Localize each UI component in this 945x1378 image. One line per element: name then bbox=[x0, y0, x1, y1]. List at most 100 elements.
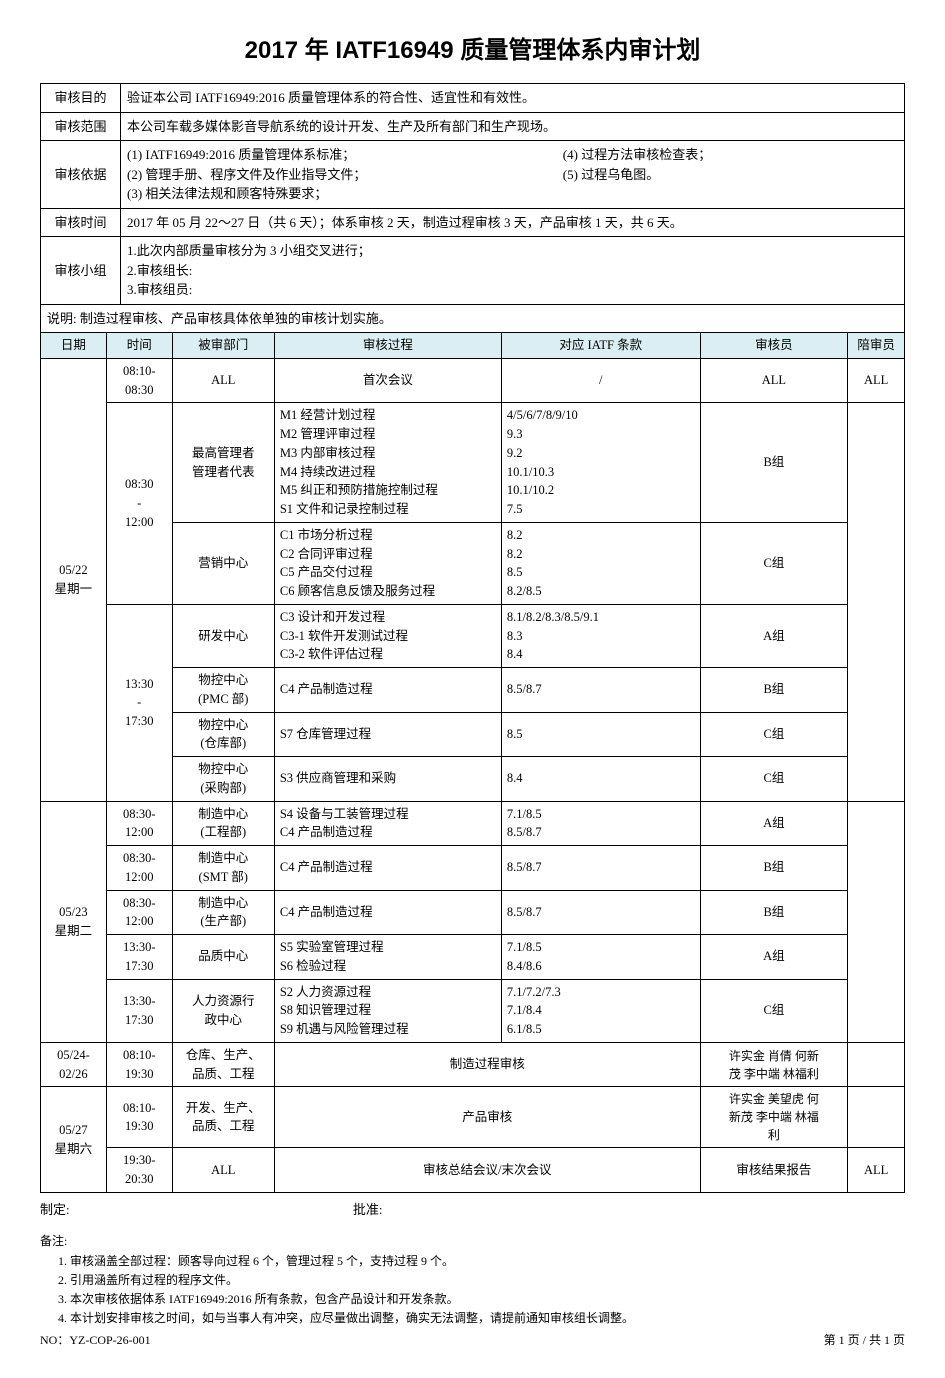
d4-r1-proc: 产品审核 bbox=[274, 1087, 700, 1148]
d4-r2-proc: 审核总结会议/末次会议 bbox=[274, 1148, 700, 1193]
proc-line: S6 检验过程 bbox=[280, 957, 496, 976]
proc-line: S8 知识管理过程 bbox=[280, 1001, 496, 1020]
schedule-header: 日期 时间 被审部门 审核过程 对应 IATF 条款 审核员 陪审员 bbox=[41, 333, 905, 359]
d2-r4-aud: A组 bbox=[700, 935, 848, 980]
note-row: 说明: 制造过程审核、产品审核具体依单独的审核计划实施。 bbox=[41, 304, 905, 333]
clause-line: 10.1/10.2 bbox=[507, 481, 695, 500]
proc-line: M3 内部审核过程 bbox=[280, 444, 496, 463]
notes-title: 备注: bbox=[40, 1232, 905, 1250]
hdr-observer: 陪审员 bbox=[848, 333, 905, 359]
basis-2: (2) 管理手册、程序文件及作业指导文件； bbox=[127, 165, 563, 185]
d2-r1-clause: 7.1/8.5 8.5/8.7 bbox=[501, 801, 700, 846]
clause-line: 8.1/8.2/8.3/8.5/9.1 bbox=[507, 608, 695, 627]
hdr-dept: 被审部门 bbox=[172, 333, 274, 359]
signature-row: 制定: 批准: bbox=[40, 1199, 905, 1218]
clause-line: 8.2 bbox=[507, 545, 695, 564]
table-row: 13:30 - 17:30 研发中心 C3 设计和开发过程 C3-1 软件开发测… bbox=[41, 604, 905, 667]
basis-3: (3) 相关法律法规和顾客特殊要求； bbox=[127, 184, 563, 204]
clause-line: 8.3 bbox=[507, 627, 695, 646]
clause-line: 7.1/7.2/7.3 bbox=[507, 983, 695, 1002]
d4-r1-dept: 开发、生产、 品质、工程 bbox=[172, 1087, 274, 1148]
basis-label: 审核依据 bbox=[41, 141, 121, 209]
schedule-table: 日期 时间 被审部门 审核过程 对应 IATF 条款 审核员 陪审员 05/22… bbox=[40, 332, 905, 1193]
proc-line: C3-1 软件开发测试过程 bbox=[280, 627, 496, 646]
d2-r2-proc: C4 产品制造过程 bbox=[274, 846, 501, 891]
note-4: 本计划安排审核之时间，如与当事人有冲突，应尽量做出调整，确实无法调整，请提前通知… bbox=[70, 1309, 905, 1327]
proc-line: S4 设备与工装管理过程 bbox=[280, 805, 496, 824]
document-title: 2017 年 IATF16949 质量管理体系内审计划 bbox=[40, 30, 905, 65]
d2-r1-time: 08:30- 12:00 bbox=[106, 801, 172, 846]
d4-r2-dept: ALL bbox=[172, 1148, 274, 1193]
table-row: 13:30- 17:30 人力资源行 政中心 S2 人力资源过程 S8 知识管理… bbox=[41, 979, 905, 1042]
team-1: 1.此次内部质量审核分为 3 小组交叉进行； bbox=[127, 241, 898, 261]
d4-r1-obs-empty bbox=[848, 1087, 905, 1148]
note-1: 审核涵盖全部过程：顾客导向过程 6 个，管理过程 5 个，支持过程 9 个。 bbox=[70, 1252, 905, 1270]
team-label: 审核小组 bbox=[41, 237, 121, 305]
clause-line: 8.4/8.6 bbox=[507, 957, 695, 976]
table-row: 05/22 星期一 08:10- 08:30 ALL 首次会议 / ALL AL… bbox=[41, 358, 905, 403]
d2-r5-clause: 7.1/7.2/7.3 7.1/8.4 6.1/8.5 bbox=[501, 979, 700, 1042]
clause-line: 7.1/8.5 bbox=[507, 938, 695, 957]
scope-value: 本公司车载多媒体影音导航系统的设计开发、生产及所有部门和生产现场。 bbox=[121, 112, 905, 141]
proc-line: C4 产品制造过程 bbox=[280, 823, 496, 842]
clause-line: 4/5/6/7/8/9/10 bbox=[507, 406, 695, 425]
hdr-process: 审核过程 bbox=[274, 333, 501, 359]
proc-line: C6 顾客信息反馈及服务过程 bbox=[280, 582, 496, 601]
d1-r4-aud: A组 bbox=[700, 604, 848, 667]
d4-r2-aud: 审核结果报告 bbox=[700, 1148, 848, 1193]
proc-line: M1 经营计划过程 bbox=[280, 406, 496, 425]
d1-r7-dept: 物控中心 (采购部) bbox=[172, 757, 274, 802]
made-by-label: 制定: bbox=[40, 1202, 70, 1217]
d2-r4-time: 13:30- 17:30 bbox=[106, 935, 172, 980]
page-footer: NO：YZ-COP-26-001 第 1 页 / 共 1 页 bbox=[40, 1331, 905, 1348]
d1-r4-clause: 8.1/8.2/8.3/8.5/9.1 8.3 8.4 bbox=[501, 604, 700, 667]
d1-r2-dept: 最高管理者 管理者代表 bbox=[172, 403, 274, 523]
d1-r7-clause: 8.4 bbox=[501, 757, 700, 802]
d2-r3-time: 08:30- 12:00 bbox=[106, 890, 172, 935]
d4-r1-time: 08:10- 19:30 bbox=[106, 1087, 172, 1148]
d2-r4-clause: 7.1/8.5 8.4/8.6 bbox=[501, 935, 700, 980]
d1-r4-dept: 研发中心 bbox=[172, 604, 274, 667]
d3-aud: 许实金 肖倩 何新 茂 李中端 林福利 bbox=[700, 1042, 848, 1087]
table-row: 05/24- 02/26 08:10- 19:30 仓库、生产、 品质、工程 制… bbox=[41, 1042, 905, 1087]
d2-r1-proc: S4 设备与工装管理过程 C4 产品制造过程 bbox=[274, 801, 501, 846]
hdr-date: 日期 bbox=[41, 333, 107, 359]
d3-dept: 仓库、生产、 品质、工程 bbox=[172, 1042, 274, 1087]
d1-r6-dept: 物控中心 (仓库部) bbox=[172, 712, 274, 757]
table-row: 08:30- 12:00 制造中心 (SMT 部) C4 产品制造过程 8.5/… bbox=[41, 846, 905, 891]
proc-line: C1 市场分析过程 bbox=[280, 526, 496, 545]
proc-line: M2 管理评审过程 bbox=[280, 425, 496, 444]
d3-proc: 制造过程审核 bbox=[274, 1042, 700, 1087]
d1-r2-clause: 4/5/6/7/8/9/10 9.3 9.2 10.1/10.3 10.1/10… bbox=[501, 403, 700, 523]
d1-r5-aud: B组 bbox=[700, 668, 848, 713]
clause-line: 8.5 bbox=[507, 563, 695, 582]
time-label: 审核时间 bbox=[41, 208, 121, 237]
notes-section: 备注: 审核涵盖全部过程：顾客导向过程 6 个，管理过程 5 个，支持过程 9 … bbox=[40, 1232, 905, 1327]
note-2: 引用涵盖所有过程的程序文件。 bbox=[70, 1271, 905, 1289]
d1-r4-time: 13:30 - 17:30 bbox=[106, 604, 172, 801]
d1-date: 05/22 星期一 bbox=[41, 358, 107, 801]
d1-r6-proc: S7 仓库管理过程 bbox=[274, 712, 501, 757]
proc-line: C5 产品交付过程 bbox=[280, 563, 496, 582]
d1-r3-dept: 营销中心 bbox=[172, 522, 274, 604]
d2-r5-time: 13:30- 17:30 bbox=[106, 979, 172, 1042]
d2-obs-empty bbox=[848, 801, 905, 1042]
d1-r1-proc: 首次会议 bbox=[274, 358, 501, 403]
d1-r1-aud: ALL bbox=[700, 358, 848, 403]
d1-r3-aud: C组 bbox=[700, 522, 848, 604]
proc-line: S2 人力资源过程 bbox=[280, 983, 496, 1002]
d2-r5-aud: C组 bbox=[700, 979, 848, 1042]
d1-r7-proc: S3 供应商管理和采购 bbox=[274, 757, 501, 802]
approved-by-label: 批准: bbox=[353, 1202, 383, 1217]
clause-line: 9.3 bbox=[507, 425, 695, 444]
d1-r1-obs: ALL bbox=[848, 358, 905, 403]
d3-time: 08:10- 19:30 bbox=[106, 1042, 172, 1087]
clause-line: 10.1/10.3 bbox=[507, 463, 695, 482]
doc-number: NO：YZ-COP-26-001 bbox=[40, 1331, 151, 1348]
proc-line: S9 机遇与风险管理过程 bbox=[280, 1020, 496, 1039]
d2-date: 05/23 星期二 bbox=[41, 801, 107, 1042]
table-row: 19:30- 20:30 ALL 审核总结会议/末次会议 审核结果报告 ALL bbox=[41, 1148, 905, 1193]
page-number: 第 1 页 / 共 1 页 bbox=[824, 1331, 905, 1348]
proc-line: S5 实验室管理过程 bbox=[280, 938, 496, 957]
proc-line: C3 设计和开发过程 bbox=[280, 608, 496, 627]
